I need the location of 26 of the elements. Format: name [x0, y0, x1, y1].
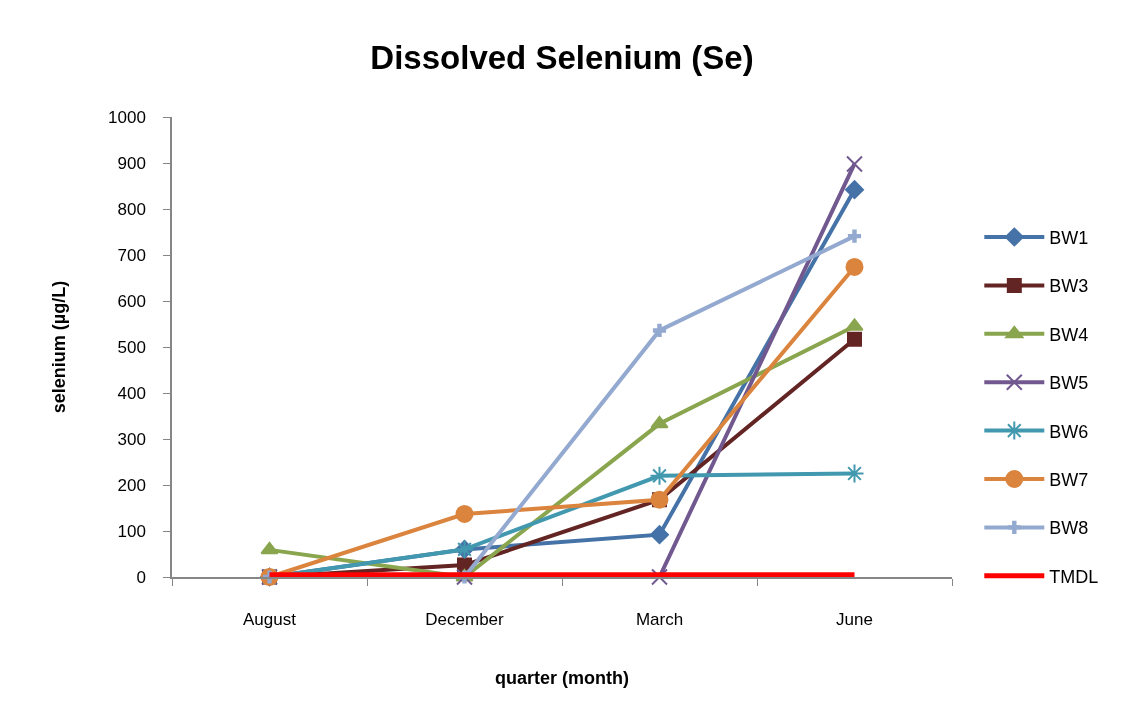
- legend-label: BW8: [1049, 518, 1089, 539]
- y-tick-label: 500: [117, 337, 146, 357]
- legend-label: BW3: [1049, 276, 1089, 297]
- legend-label: BW5: [1049, 373, 1089, 394]
- x-tick-label: December: [425, 610, 505, 630]
- y-tick-label: 700: [117, 245, 146, 265]
- y-tick-label: 1000: [108, 107, 146, 127]
- y-tick-label: 0: [136, 567, 146, 587]
- y-tick-label: 100: [117, 521, 146, 541]
- chart-title: Dissolved Selenium (Se): [370, 38, 754, 76]
- y-tick-label: 800: [117, 199, 146, 219]
- legend-label: BW6: [1049, 421, 1089, 442]
- x-tick-label: August: [243, 610, 297, 630]
- y-axis-title: selenium (µg/L): [48, 280, 69, 414]
- x-tick-label: March: [635, 610, 684, 630]
- y-tick-label: 200: [117, 475, 146, 495]
- legend-label: BW4: [1049, 324, 1089, 345]
- y-tick-label: 300: [117, 429, 146, 449]
- y-tick-label: 900: [117, 153, 146, 173]
- legend-label: BW7: [1049, 470, 1089, 491]
- y-tick-label: 600: [117, 291, 146, 311]
- x-axis-title: quarter (month): [495, 667, 629, 688]
- x-tick-label: June: [836, 610, 873, 630]
- legend-label: TMDL: [1049, 566, 1099, 587]
- y-tick-label: 400: [117, 383, 146, 403]
- legend-label: BW1: [1049, 228, 1089, 249]
